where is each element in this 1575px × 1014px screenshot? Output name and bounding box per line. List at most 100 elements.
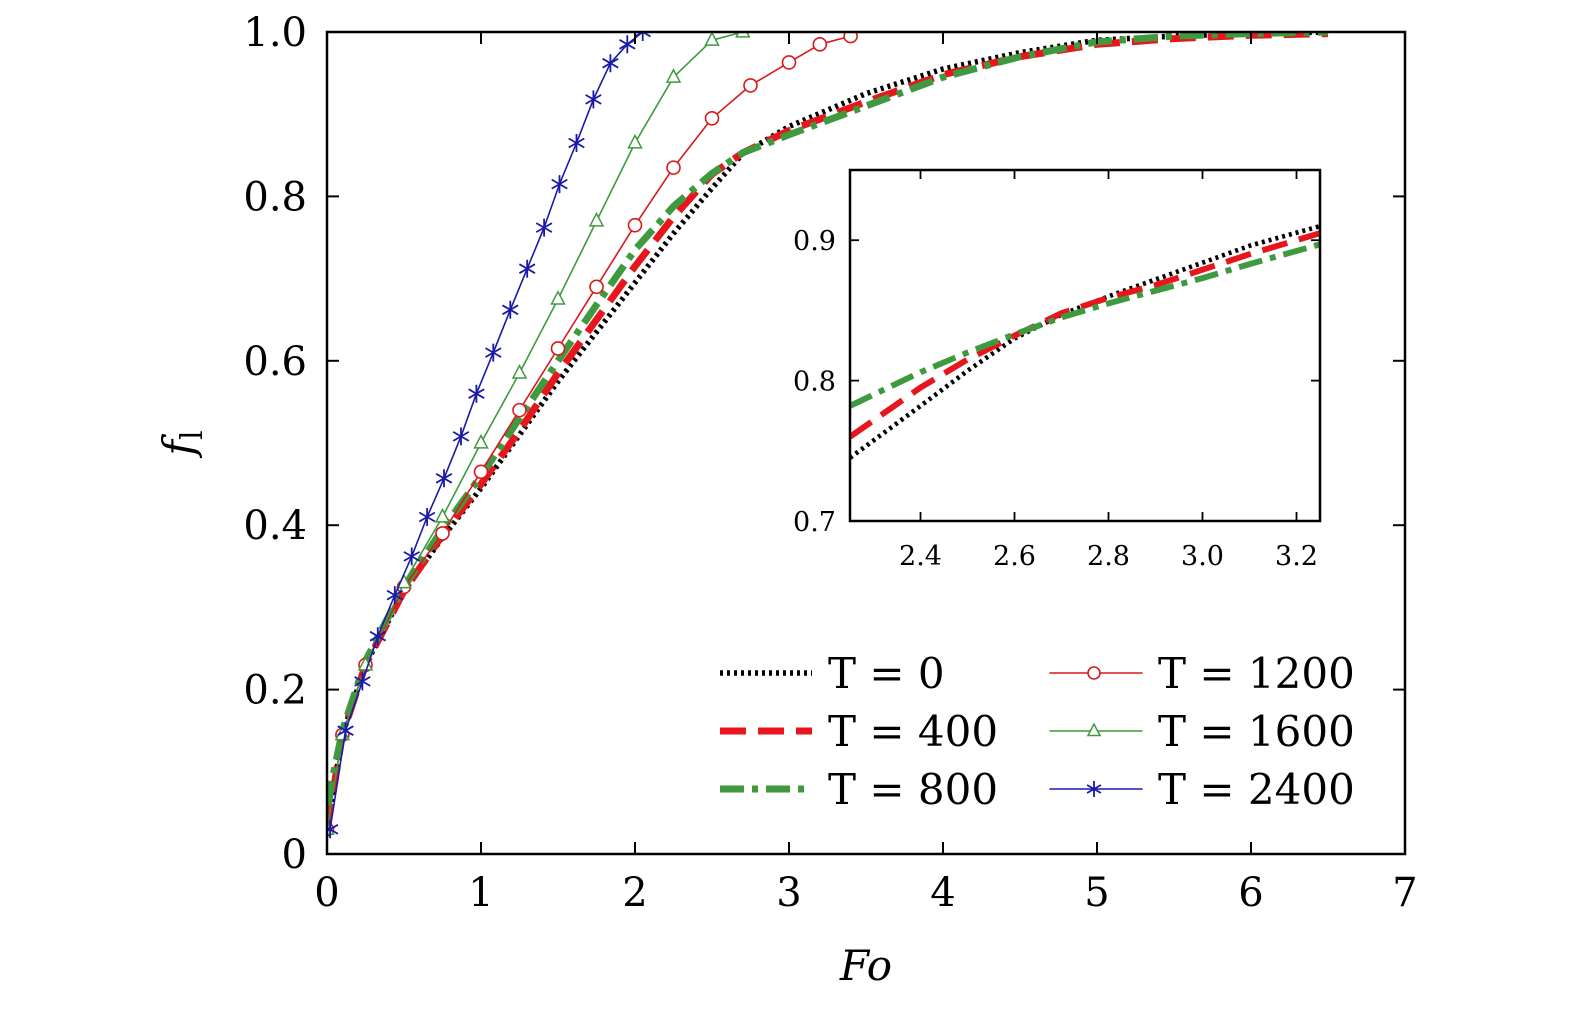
point-t-2400-9 — [468, 384, 485, 403]
point-t-1200-15 — [843, 32, 858, 44]
x-tick-label: 4 — [930, 870, 955, 916]
point-t-1600-8 — [588, 211, 605, 227]
main-plot-frame — [325, 30, 1407, 856]
y-tick-label: 0 — [282, 832, 307, 878]
inset-series-line-t-800 — [850, 241, 1320, 409]
point-t-1600-6 — [511, 364, 528, 379]
point-t-2400-16 — [585, 90, 602, 109]
legend-label-t-0: T = 0 — [828, 649, 945, 698]
x-tick-label: 6 — [1238, 870, 1263, 916]
inset-axis-ticks: 2.4 2.6 2.8 3.0 3.2 0.7 0.8 0.9 — [793, 170, 1320, 572]
inset-x-tick-label: 2.6 — [993, 541, 1036, 572]
point-t-1600-11 — [704, 32, 720, 46]
legend-item-t-1200: T = 1200 — [1049, 649, 1355, 698]
y-axis-label: fl — [154, 430, 210, 458]
legend-label-t-400: T = 400 — [828, 707, 998, 756]
point-t-2400-13 — [535, 218, 553, 237]
series-t-800 — [327, 32, 1329, 806]
inset-x-tick-label: 2.4 — [899, 541, 942, 572]
series-t-1200 — [327, 32, 858, 837]
x-tick-label: 7 — [1392, 870, 1417, 916]
legend: T = 0 T = 400 T = 800 T = 1200 T = 1600 T = 2… — [720, 649, 1355, 814]
point-t-1200-9 — [627, 217, 643, 233]
series-t-2400 — [327, 32, 651, 839]
series-line-t-800 — [327, 32, 1329, 806]
point-t-2400-3 — [369, 627, 387, 646]
point-t-2400-12 — [518, 259, 536, 278]
legend-marker-t-2400 — [1086, 781, 1102, 797]
point-t-2400-18 — [619, 35, 636, 54]
point-t-2400-17 — [602, 54, 619, 73]
point-t-1600-12 — [735, 32, 751, 38]
y-tick-label: 0.6 — [243, 339, 307, 385]
inset-background — [850, 170, 1320, 521]
inset-x-tick-label: 3.2 — [1275, 541, 1318, 572]
inset-x-tick-label: 3.0 — [1181, 541, 1224, 572]
inset-series-line-t-400 — [850, 230, 1320, 440]
main-plot-series — [327, 32, 1329, 839]
inset-plot-series — [850, 223, 1320, 460]
legend-label-t-1200: T = 1200 — [1158, 649, 1355, 698]
point-t-1600-9 — [627, 133, 643, 149]
legend-item-t-1600: T = 1600 — [1049, 707, 1355, 756]
x-tick-label: 1 — [468, 870, 493, 916]
point-t-2400-11 — [502, 300, 519, 319]
inset-plot-frame — [848, 168, 1322, 523]
point-t-1600-7 — [550, 290, 566, 305]
main-axis-ticks: 0 1 2 3 4 5 6 7 0 0.2 0.4 0.6 0.8 1.0 — [243, 10, 1417, 916]
point-t-2400-10 — [485, 343, 502, 362]
point-t-2400-14 — [551, 175, 568, 194]
point-t-2400-8 — [452, 427, 470, 446]
y-tick-label: 1.0 — [243, 10, 307, 56]
svg-text:fl: fl — [154, 430, 210, 458]
legend-marker-t-1200 — [1087, 666, 1101, 680]
point-t-1200-11 — [704, 111, 720, 126]
point-t-1600-5 — [473, 433, 489, 449]
legend-label-t-1600: T = 1600 — [1158, 707, 1355, 756]
legend-item-t-2400: T = 2400 — [1049, 765, 1355, 814]
point-t-1600-4 — [434, 507, 451, 523]
point-t-1200-5 — [473, 464, 489, 480]
legend-item-t-800: T = 800 — [720, 765, 998, 814]
x-axis-label: Fo — [839, 941, 892, 990]
point-t-2400-1 — [337, 721, 354, 740]
point-t-2400-6 — [418, 508, 436, 526]
point-t-1200-10 — [666, 160, 681, 175]
inset-y-tick-label: 0.9 — [793, 226, 836, 257]
point-t-2400-4 — [386, 586, 404, 605]
point-t-1200-14 — [812, 37, 828, 52]
y-tick-label: 0.4 — [243, 503, 307, 549]
legend-label-t-800: T = 800 — [828, 765, 998, 814]
legend-marker-t-1600 — [1086, 722, 1102, 737]
x-tick-label: 0 — [314, 870, 339, 916]
x-tick-label: 3 — [776, 870, 801, 916]
inset-y-tick-label: 0.8 — [793, 367, 836, 398]
series-t-1600 — [327, 32, 751, 835]
series-line-t-1600 — [327, 32, 744, 831]
inset-x-tick-label: 2.8 — [1087, 541, 1130, 572]
point-t-1200-6 — [512, 402, 527, 418]
point-t-1600-10 — [665, 68, 682, 83]
legend-label-t-2400: T = 2400 — [1158, 765, 1355, 814]
x-tick-label: 5 — [1084, 870, 1109, 916]
point-t-1200-7 — [550, 341, 566, 356]
point-t-2400-2 — [354, 672, 371, 691]
y-tick-label: 0.8 — [243, 174, 307, 220]
series-line-t-2400 — [329, 32, 644, 831]
point-t-1200-13 — [781, 55, 797, 70]
point-t-2400-19 — [634, 32, 651, 41]
x-tick-label: 2 — [622, 870, 647, 916]
point-t-2400-5 — [403, 547, 420, 566]
y-tick-label: 0.2 — [243, 668, 307, 714]
series-line-t-1200 — [327, 35, 852, 831]
point-t-1200-4 — [435, 526, 450, 541]
legend-item-t-0: T = 0 — [720, 649, 945, 698]
legend-item-t-400: T = 400 — [720, 707, 998, 756]
point-t-2400-15 — [568, 134, 585, 152]
y-axis-label-subscript: l — [175, 430, 210, 440]
inset-y-tick-label: 0.7 — [793, 507, 836, 538]
point-t-1200-12 — [743, 78, 758, 93]
point-t-1200-8 — [589, 279, 604, 295]
point-t-2400-7 — [435, 469, 453, 488]
